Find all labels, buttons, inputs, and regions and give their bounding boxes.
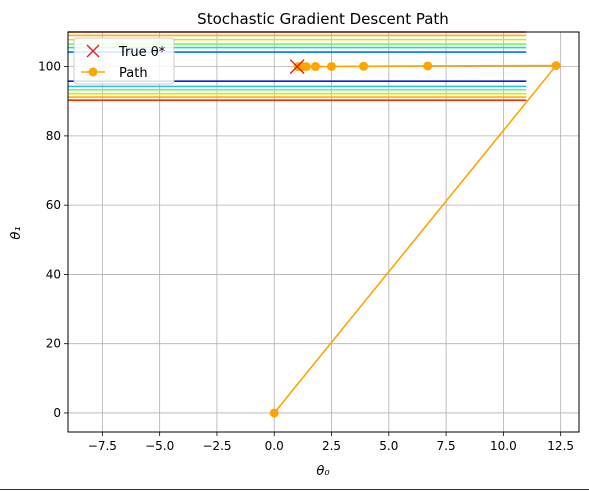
true-theta-stroke — [289, 59, 305, 75]
path-line — [273, 64, 558, 414]
x-tick-label: 0.0 — [265, 439, 284, 453]
plot-frame — [67, 31, 580, 433]
y-tick-label: 40 — [46, 267, 61, 281]
path-point — [293, 62, 303, 72]
true-theta-x-mark — [289, 59, 305, 75]
x-tick-label: 2.5 — [322, 439, 341, 453]
y-tick-label: 80 — [46, 129, 61, 143]
chart-title: Stochastic Gradient Descent Path — [197, 10, 449, 28]
legend-entry-true-theta: True θ* — [118, 45, 166, 60]
legend-marker-true-theta — [86, 44, 100, 58]
gridlines — [68, 32, 579, 432]
path-series — [269, 61, 561, 418]
x-tick-label: 12.5 — [547, 439, 574, 453]
y-tick-label: 0 — [53, 406, 61, 420]
legend-entry-path: Path — [119, 66, 148, 81]
x-tick-label: −7.5 — [88, 439, 117, 453]
x-tick-label: 10.0 — [490, 439, 517, 453]
path-point — [269, 408, 279, 418]
path-point — [551, 61, 561, 71]
path-point — [423, 61, 433, 71]
x-tick-label: −5.0 — [145, 439, 174, 453]
y-tick-label: 20 — [46, 337, 61, 351]
y-tick-label: 60 — [46, 198, 61, 212]
legend: True θ* Path — [73, 37, 175, 85]
x-axis: −7.5 −5.0 −2.5 0.0 2.5 5.0 7.5 10.0 12.5 — [88, 432, 574, 453]
true-theta-marker — [289, 59, 305, 75]
y-tick-label: 100 — [38, 60, 61, 74]
legend-marker-path — [81, 67, 105, 77]
x-tick-label: 7.5 — [437, 439, 456, 453]
path-point — [327, 61, 337, 71]
x-tick-label: −2.5 — [202, 439, 231, 453]
x-tick-label: 5.0 — [379, 439, 398, 453]
y-axis: 0 20 40 60 80 100 — [38, 60, 68, 420]
bottom-divider — [0, 489, 589, 490]
x-axis-label: θ₀ — [316, 464, 330, 479]
y-axis-label: θ₁ — [9, 226, 24, 239]
path-point — [359, 61, 369, 71]
path-point — [310, 62, 320, 72]
